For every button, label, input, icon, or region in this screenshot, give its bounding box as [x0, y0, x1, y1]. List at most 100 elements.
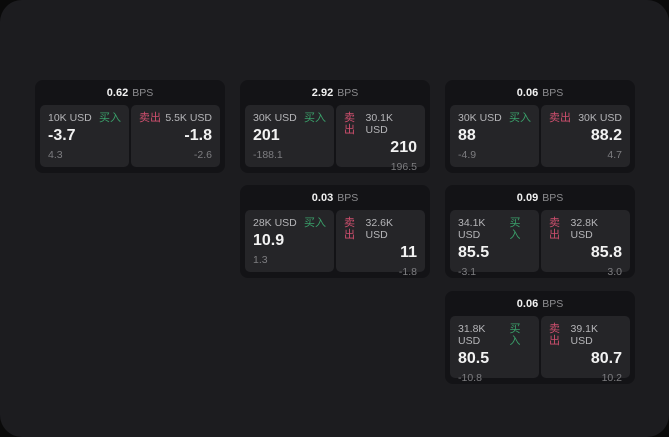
quote-card: 0.06 BPS 31.8K USD 买入 80.5 -10.8 卖出 39.1… — [445, 291, 635, 384]
buy-side-label: 买入 — [509, 112, 531, 124]
card-header: 0.62 BPS — [35, 80, 225, 105]
sell-amount: 30K USD — [578, 112, 622, 124]
sell-side-label: 卖出 — [549, 112, 571, 124]
buy-price: 80.5 — [458, 350, 490, 367]
spread-bps-unit: BPS — [542, 297, 564, 310]
buy-side-label: 买入 — [99, 112, 121, 124]
buy-side-label: 买入 — [509, 217, 521, 241]
sell-change: 10.2 — [601, 372, 622, 384]
buy-change: -188.1 — [253, 149, 283, 161]
sell-pane[interactable]: 卖出 5.5K USD -1.8 -2.6 — [131, 105, 220, 167]
buy-pane[interactable]: 34.1K USD 买入 85.5 -3.1 — [450, 210, 539, 278]
card-header: 0.03 BPS — [240, 185, 430, 210]
sell-price: 88.2 — [590, 127, 622, 144]
spread-bps-unit: BPS — [337, 86, 359, 99]
spread-bps-value: 0.62 — [106, 86, 129, 99]
quote-card: 2.92 BPS 30K USD 买入 201 -188.1 卖出 30.1K … — [240, 80, 430, 173]
sell-pane-header: 卖出 32.8K USD — [549, 217, 622, 241]
card-body: 30K USD 买入 88 -4.9 卖出 30K USD 88.2 4.7 — [445, 105, 635, 167]
spread-bps-value: 0.03 — [311, 191, 334, 204]
buy-pane-header: 28K USD 买入 — [253, 217, 326, 229]
sell-pane[interactable]: 卖出 30K USD 88.2 4.7 — [541, 105, 630, 167]
buy-change: -10.8 — [458, 372, 482, 384]
sell-amount: 39.1K USD — [570, 323, 598, 347]
sell-pane-header: 卖出 30.1K USD — [344, 112, 417, 136]
sell-pane[interactable]: 卖出 39.1K USD 80.7 10.2 — [541, 316, 630, 384]
buy-price: 10.9 — [253, 232, 285, 249]
sell-amount: 32.8K USD — [570, 217, 598, 241]
card-body: 34.1K USD 买入 85.5 -3.1 卖出 32.8K USD 85.8… — [445, 210, 635, 278]
buy-change: 4.3 — [48, 149, 63, 161]
buy-side-label: 买入 — [509, 323, 521, 347]
buy-price: -3.7 — [48, 127, 76, 144]
sell-pane-header: 卖出 5.5K USD — [139, 112, 212, 124]
buy-pane-header: 34.1K USD 买入 — [458, 217, 531, 241]
sell-price: 85.8 — [590, 244, 622, 261]
sell-side-label: 卖出 — [344, 217, 355, 241]
sell-price: -1.8 — [184, 127, 212, 144]
sell-change: 196.5 — [390, 161, 417, 173]
sell-side-label: 卖出 — [549, 217, 560, 241]
buy-change: 1.3 — [253, 254, 268, 266]
buy-amount: 28K USD — [253, 217, 297, 229]
buy-amount: 31.8K USD — [458, 323, 486, 347]
sell-side-label: 卖出 — [139, 112, 161, 124]
buy-pane[interactable]: 28K USD 买入 10.9 1.3 — [245, 210, 334, 272]
buy-pane-header: 31.8K USD 买入 — [458, 323, 531, 347]
buy-side-label: 买入 — [304, 112, 326, 124]
quote-card: 0.06 BPS 30K USD 买入 88 -4.9 卖出 30K USD 8… — [445, 80, 635, 173]
card-body: 10K USD 买入 -3.7 4.3 卖出 5.5K USD -1.8 -2.… — [35, 105, 225, 167]
quote-card: 0.03 BPS 28K USD 买入 10.9 1.3 卖出 32.6K US… — [240, 185, 430, 278]
sell-change: 3.0 — [607, 266, 622, 278]
sell-pane-header: 卖出 32.6K USD — [344, 217, 417, 241]
buy-pane-header: 30K USD 买入 — [458, 112, 531, 124]
sell-amount: 32.6K USD — [365, 217, 393, 241]
buy-pane[interactable]: 30K USD 买入 88 -4.9 — [450, 105, 539, 167]
buy-pane-header: 10K USD 买入 — [48, 112, 121, 124]
card-header: 2.92 BPS — [240, 80, 430, 105]
sell-change: 4.7 — [607, 149, 622, 161]
spread-bps-unit: BPS — [337, 191, 359, 204]
sell-price: 210 — [390, 139, 417, 156]
spread-bps-value: 0.06 — [516, 86, 539, 99]
buy-pane-header: 30K USD 买入 — [253, 112, 326, 124]
buy-pane[interactable]: 31.8K USD 买入 80.5 -10.8 — [450, 316, 539, 384]
buy-amount: 34.1K USD — [458, 217, 486, 241]
sell-pane-header: 卖出 30K USD — [549, 112, 622, 124]
spread-bps-value: 0.09 — [516, 191, 539, 204]
buy-pane[interactable]: 30K USD 买入 201 -188.1 — [245, 105, 334, 167]
sell-change: -1.8 — [398, 266, 417, 278]
card-header: 0.06 BPS — [445, 291, 635, 316]
buy-amount: 30K USD — [253, 112, 297, 124]
sell-amount: 5.5K USD — [165, 112, 212, 124]
sell-pane[interactable]: 卖出 30.1K USD 210 196.5 — [336, 105, 425, 173]
card-header: 0.09 BPS — [445, 185, 635, 210]
sell-price: 80.7 — [590, 350, 622, 367]
buy-change: -4.9 — [458, 149, 477, 161]
buy-price: 201 — [253, 127, 280, 144]
card-header: 0.06 BPS — [445, 80, 635, 105]
sell-price: 11 — [400, 244, 417, 261]
card-body: 31.8K USD 买入 80.5 -10.8 卖出 39.1K USD 80.… — [445, 316, 635, 384]
spread-bps-value: 0.06 — [516, 297, 539, 310]
sell-change: -2.6 — [193, 149, 212, 161]
buy-pane[interactable]: 10K USD 买入 -3.7 4.3 — [40, 105, 129, 167]
spread-bps-value: 2.92 — [311, 86, 334, 99]
spread-bps-unit: BPS — [542, 191, 564, 204]
sell-pane-header: 卖出 39.1K USD — [549, 323, 622, 347]
buy-price: 85.5 — [458, 244, 490, 261]
sell-amount: 30.1K USD — [365, 112, 393, 136]
buy-amount: 30K USD — [458, 112, 502, 124]
buy-price: 88 — [458, 127, 476, 144]
quote-card: 0.09 BPS 34.1K USD 买入 85.5 -3.1 卖出 32.8K… — [445, 185, 635, 278]
buy-change: -3.1 — [458, 266, 477, 278]
spread-bps-unit: BPS — [542, 86, 564, 99]
sell-side-label: 卖出 — [344, 112, 355, 136]
buy-side-label: 买入 — [304, 217, 326, 229]
card-body: 30K USD 买入 201 -188.1 卖出 30.1K USD 210 1… — [240, 105, 430, 173]
sell-pane[interactable]: 卖出 32.8K USD 85.8 3.0 — [541, 210, 630, 278]
buy-amount: 10K USD — [48, 112, 92, 124]
quote-card: 0.62 BPS 10K USD 买入 -3.7 4.3 卖出 5.5K USD… — [35, 80, 225, 173]
sell-pane[interactable]: 卖出 32.6K USD 11 -1.8 — [336, 210, 425, 278]
